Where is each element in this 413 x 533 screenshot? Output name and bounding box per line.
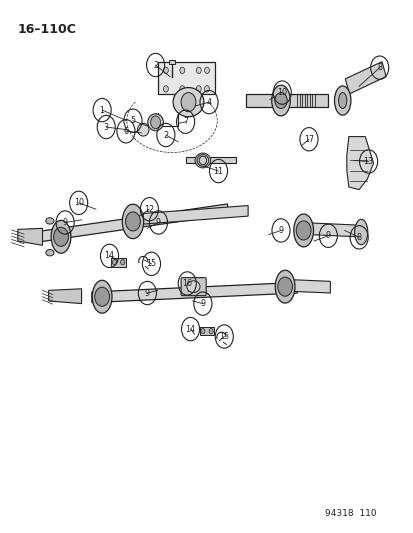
- Text: 94318  110: 94318 110: [324, 510, 376, 519]
- Ellipse shape: [293, 214, 313, 247]
- Text: 11: 11: [213, 166, 223, 175]
- Circle shape: [204, 67, 209, 74]
- Text: 15: 15: [146, 260, 156, 268]
- Circle shape: [179, 86, 184, 92]
- Text: 9: 9: [325, 231, 330, 240]
- Text: 5: 5: [130, 116, 135, 125]
- Polygon shape: [311, 223, 358, 237]
- Circle shape: [274, 93, 287, 109]
- Circle shape: [296, 221, 310, 240]
- Ellipse shape: [46, 249, 54, 256]
- Circle shape: [179, 67, 184, 74]
- Text: 9: 9: [156, 218, 161, 227]
- Circle shape: [180, 93, 195, 112]
- Ellipse shape: [197, 155, 208, 166]
- Text: 16–110C: 16–110C: [18, 22, 76, 36]
- Text: 10: 10: [74, 198, 83, 207]
- Polygon shape: [18, 228, 43, 245]
- Circle shape: [120, 260, 124, 265]
- Circle shape: [125, 212, 140, 231]
- Text: 1: 1: [100, 106, 104, 115]
- Text: 14: 14: [185, 325, 195, 334]
- Text: 10: 10: [277, 88, 287, 97]
- Ellipse shape: [147, 114, 163, 131]
- Text: 12: 12: [144, 205, 154, 214]
- Text: 14: 14: [104, 252, 114, 261]
- Circle shape: [209, 328, 213, 334]
- Ellipse shape: [46, 217, 54, 224]
- Text: 7: 7: [183, 117, 188, 126]
- Circle shape: [163, 67, 168, 74]
- Ellipse shape: [334, 86, 350, 115]
- Text: 2: 2: [163, 131, 168, 140]
- Circle shape: [150, 116, 160, 128]
- Text: 8: 8: [356, 233, 361, 242]
- Circle shape: [163, 86, 168, 92]
- Text: 13: 13: [363, 157, 373, 166]
- Circle shape: [196, 86, 201, 92]
- Text: 9: 9: [62, 218, 68, 227]
- Text: 16: 16: [182, 279, 192, 288]
- Circle shape: [196, 67, 201, 74]
- Polygon shape: [344, 62, 385, 94]
- Ellipse shape: [271, 85, 290, 116]
- Ellipse shape: [186, 281, 199, 293]
- FancyBboxPatch shape: [180, 278, 206, 296]
- Text: 3: 3: [104, 123, 109, 132]
- Ellipse shape: [199, 156, 206, 165]
- Text: 9: 9: [278, 226, 283, 235]
- Ellipse shape: [195, 153, 210, 168]
- Polygon shape: [49, 289, 81, 304]
- Ellipse shape: [92, 280, 112, 313]
- FancyBboxPatch shape: [186, 157, 235, 163]
- Circle shape: [112, 260, 116, 265]
- FancyBboxPatch shape: [199, 327, 214, 335]
- Polygon shape: [346, 136, 373, 190]
- FancyBboxPatch shape: [157, 62, 215, 94]
- FancyBboxPatch shape: [111, 258, 126, 266]
- Text: 2: 2: [153, 61, 158, 69]
- FancyBboxPatch shape: [245, 94, 328, 108]
- Ellipse shape: [354, 219, 367, 245]
- Polygon shape: [293, 280, 330, 293]
- Polygon shape: [143, 206, 247, 224]
- Polygon shape: [34, 204, 227, 243]
- Text: 6: 6: [123, 127, 128, 136]
- Text: 8: 8: [376, 63, 381, 72]
- FancyBboxPatch shape: [169, 60, 175, 64]
- Text: 9: 9: [145, 288, 150, 297]
- Ellipse shape: [173, 87, 204, 117]
- Ellipse shape: [51, 220, 71, 253]
- Polygon shape: [92, 282, 297, 303]
- Text: 4: 4: [206, 98, 211, 107]
- Circle shape: [95, 287, 109, 306]
- Circle shape: [54, 227, 68, 246]
- Text: 9: 9: [200, 299, 205, 308]
- Circle shape: [204, 86, 209, 92]
- Circle shape: [200, 328, 204, 334]
- Ellipse shape: [122, 204, 143, 239]
- Ellipse shape: [338, 93, 346, 109]
- Ellipse shape: [275, 270, 294, 303]
- Circle shape: [277, 277, 292, 296]
- Text: 15: 15: [218, 332, 229, 341]
- Text: 17: 17: [303, 135, 313, 144]
- Ellipse shape: [137, 123, 149, 136]
